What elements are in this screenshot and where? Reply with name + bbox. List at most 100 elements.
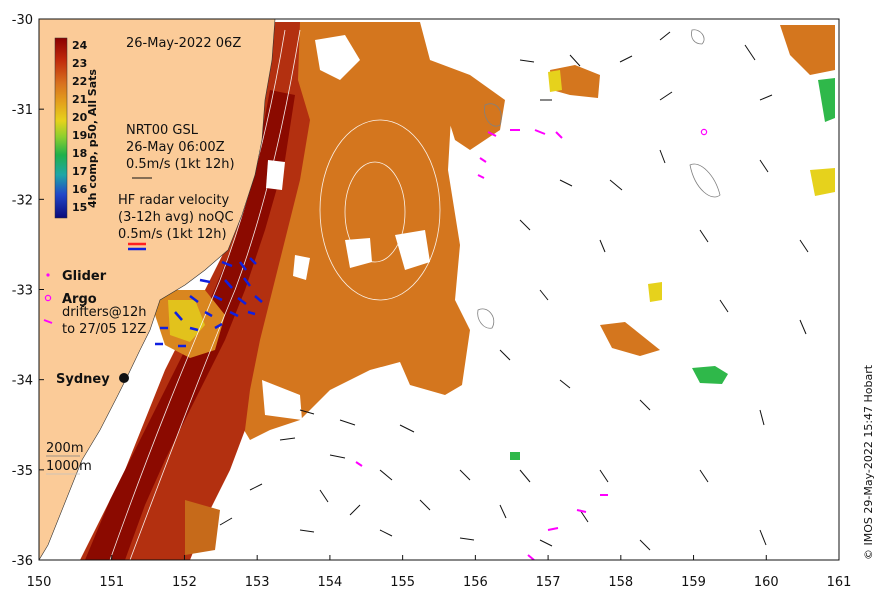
hf-radar-legend: HF radar velocity (3-12h avg) noQC 0.5m/… [118,193,234,242]
cloud-gap-5 [262,380,302,420]
hf-radar-vectors [155,257,263,348]
current-arrow [219,517,233,526]
y-tick-label: -33 [12,284,33,299]
x-tick-label: 155 [390,575,415,590]
current-arrow [399,424,415,433]
current-arrow [759,159,769,173]
sst-patch-ne1 [550,65,600,98]
y-tick-label: -36 [12,554,33,569]
sst-patch-ne2 [600,322,660,356]
current-arrow [339,419,356,426]
sst-patch-yellow1 [810,168,835,196]
current-arrow [659,31,671,41]
current-arrow [699,229,709,243]
colorbar-tick: 20 [72,111,88,124]
current-arrow [659,149,666,164]
current-arrow [799,319,807,335]
sydney-marker [119,373,129,383]
colorbar-tick: 21 [72,93,87,106]
drifter-label-line1: drifters@12h [62,305,147,320]
land-australia [39,19,276,560]
current-arrow [759,529,767,546]
current-arrow [799,239,809,253]
current-arrow [459,469,471,481]
cloud-gap-4 [266,160,285,190]
cloud-gap-3 [345,238,372,268]
current-vectors [219,31,809,551]
x-tick-label: 156 [463,575,488,590]
sst-field [80,22,835,560]
current-arrow [299,409,315,415]
colorbar-tick: 15 [72,201,87,214]
cloud-gap-2 [395,230,430,270]
current-arrow [609,179,623,191]
current-arrow [299,529,315,533]
x-tick-label: 154 [317,575,342,590]
sydney-label: Sydney [56,372,110,387]
gsl-legend-line3: 0.5m/s (1kt 12h) [126,157,235,172]
current-arrow [519,469,531,483]
current-arrow [619,55,633,63]
y-axis: -30 -31 -32 -33 -34 -35 -36 [12,13,44,569]
current-arrow [699,469,709,483]
credit-label: © IMOS 29-May-2022 15:47 Hobart [862,364,875,560]
colorbar-tick: 19 [72,129,87,142]
sst-patch-green2 [818,78,835,122]
x-axis: 150 151 152 153 154 155 156 157 158 159 160 161 [27,555,852,590]
current-arrow [329,454,346,459]
sst-patch-yellow2 [648,282,662,302]
current-arrow [639,539,651,551]
current-arrow [599,239,606,253]
current-arrow [459,537,475,541]
gsl-legend-line2: 26-May 06:00Z [126,140,225,155]
current-arrow [744,44,756,61]
current-arrow [419,499,431,511]
colorbar-tick: 24 [72,39,88,52]
gsl-legend-line1: NRT00 GSL [126,123,199,138]
drifter-legend-marker [43,319,53,324]
current-arrow [759,94,773,101]
x-tick-label: 159 [681,575,706,590]
current-arrow [379,529,393,537]
colorbar-scale [54,37,68,219]
colorbar-tick: 18 [72,147,87,160]
argo-label: Argo [62,292,97,307]
y-tick-label: -34 [12,374,33,389]
cloud-gap-6 [293,255,310,280]
current-arrow [499,504,507,519]
sst-patch-green3 [510,452,520,460]
drifter-tracks [355,129,608,560]
x-tick-label: 157 [536,575,561,590]
current-arrow [279,437,296,441]
isobath-label-200m: 200m [46,441,83,456]
current-arrow [519,59,535,63]
colorbar-ticks: 24 23 22 21 20 19 18 17 16 15 [72,39,88,214]
x-tick-label: 158 [608,575,633,590]
current-arrow [599,469,609,483]
current-arrow [639,399,651,411]
argo-float-marker [700,128,708,136]
current-arrow [569,54,581,67]
map-content [39,19,839,560]
current-arrow [249,483,263,491]
hf-legend-line3: 0.5m/s (1kt 12h) [118,227,227,242]
x-tick-label: 150 [27,575,52,590]
contour-lines [109,29,441,560]
glider-legend-marker [46,273,50,277]
current-arrow [539,289,549,301]
isobath-label-1000m: 1000m [46,459,92,474]
sst-patch-green1 [692,366,728,384]
current-arrow [559,179,573,187]
sst-warm-east-lobe [430,60,505,150]
sst-south-warm [185,500,220,555]
colorbar-tick: 22 [72,75,87,88]
x-tick-label: 161 [827,575,852,590]
current-arrow [559,379,571,389]
map-date-title: 26-May-2022 06Z [126,36,241,51]
current-arrow [349,504,361,516]
current-arrow [759,409,765,426]
sst-shelf-band [80,22,310,560]
colorbar-tick: 16 [72,183,88,196]
current-arrow [319,489,329,503]
sst-patch-ne3 [780,25,835,75]
